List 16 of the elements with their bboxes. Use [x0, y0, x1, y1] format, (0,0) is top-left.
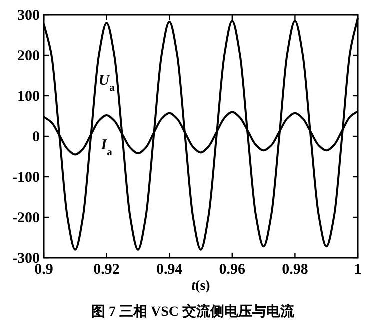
x-tick-label: 0.92 — [94, 262, 120, 278]
series-label: U$_{a}$ — [98, 73, 116, 94]
y-tick-label: 200 — [18, 48, 40, 64]
y-tick-label: -100 — [12, 170, 40, 186]
y-tick-label: 0 — [32, 130, 40, 146]
y-tick-label: 100 — [18, 89, 40, 105]
y-tick-label: 300 — [18, 8, 40, 24]
y-tick-label: -200 — [12, 210, 40, 226]
x-tick-label: 1 — [354, 262, 362, 278]
x-tick-label: 0.96 — [219, 262, 246, 278]
series-label: I$_{a}$ — [100, 137, 114, 158]
x-tick-label: 0.98 — [282, 262, 308, 278]
x-tick-label: 0.9 — [34, 262, 54, 278]
x-tick-label: 0.94 — [156, 262, 184, 278]
x-axis-title: t(s) — [192, 279, 211, 294]
text: 图 7 三相 VSC 交流侧电压与电流 — [91, 303, 296, 320]
